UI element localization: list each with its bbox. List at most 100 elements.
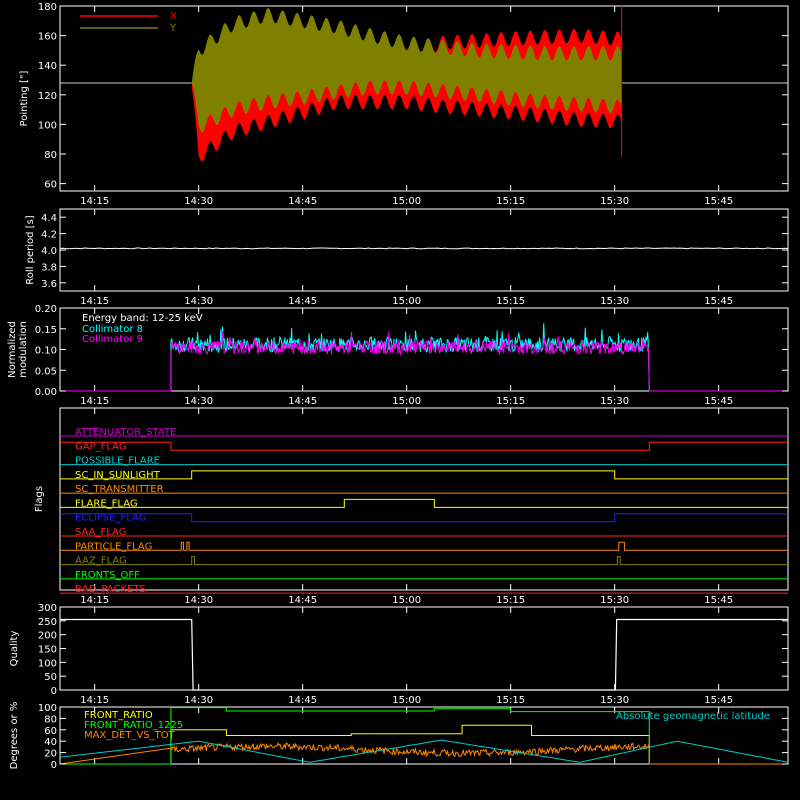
- x-tick-label: 15:30: [600, 296, 629, 307]
- x-tick-label: 15:45: [704, 595, 733, 606]
- x-tick-label: 15:00: [392, 396, 421, 407]
- x-tick-label: 15:45: [704, 296, 733, 307]
- flag-label: PARTICLE_FLAG: [75, 541, 152, 552]
- flag-label: ATTENUATOR_STATE: [75, 427, 176, 438]
- flag-label: ECLIPSE_FLAG: [75, 513, 146, 524]
- y-tick-label: 120: [38, 91, 57, 102]
- modulation-line-collimator-9: [60, 330, 788, 392]
- x-tick-label: 14:30: [184, 695, 213, 706]
- y-tick-label: 100: [38, 703, 57, 714]
- y-axis-label: Roll period [s]: [25, 215, 36, 284]
- x-tick-label: 14:30: [184, 595, 213, 606]
- y-axis-label: Quality: [9, 631, 20, 667]
- x-tick-label: 14:15: [80, 396, 109, 407]
- x-tick-label: 15:30: [600, 396, 629, 407]
- y-axis-label: Normalized: [7, 321, 18, 378]
- x-tick-label: 15:15: [496, 595, 525, 606]
- y-tick-label: 160: [38, 32, 57, 43]
- roll-period-line: [59, 247, 789, 250]
- y-tick-label: 0.05: [35, 366, 57, 377]
- flag-line-particle-flag: [60, 541, 788, 551]
- x-tick-label: 14:15: [80, 595, 109, 606]
- legend-label: Y: [169, 23, 177, 34]
- x-tick-label: 15:00: [392, 595, 421, 606]
- legend-label: FRONT_RATIO_1225: [84, 720, 183, 731]
- panel-6-frame: [59, 706, 789, 765]
- flag-label: AAZ_FLAG: [75, 556, 127, 567]
- x-tick-label: 15:30: [600, 695, 629, 706]
- x-tick-label: 15:45: [704, 196, 733, 207]
- panel-1-frame: [59, 5, 789, 192]
- x-tick-label: 14:15: [80, 695, 109, 706]
- flag-label: FLARE_FLAG: [75, 498, 138, 509]
- quality-line: [60, 618, 788, 691]
- flag-line-flare-flag: [60, 498, 788, 508]
- y-tick-label: 0: [51, 686, 57, 697]
- y-tick-label: 140: [38, 61, 57, 72]
- x-tick-label: 14:15: [80, 296, 109, 307]
- y-axis-label: Degrees or %: [9, 702, 20, 770]
- x-tick-label: 15:45: [704, 695, 733, 706]
- y-tick-label: 4.2: [41, 230, 57, 241]
- panel-2-frame: [59, 208, 789, 292]
- flag-line-eclipse-flag: [60, 513, 788, 523]
- energy-band-annotation: Energy band: 12-25 keV: [82, 313, 203, 324]
- y-tick-label: 0.00: [35, 387, 57, 398]
- x-tick-label: 14:45: [288, 695, 317, 706]
- x-tick-label: 14:30: [184, 196, 213, 207]
- series-absolute-geomagnetic-latitude: [59, 739, 789, 763]
- x-tick-label: 15:00: [392, 196, 421, 207]
- y-tick-label: 0.20: [35, 304, 57, 315]
- flag-label: GAP_FLAG: [75, 441, 127, 452]
- y-tick-label: 0.10: [35, 346, 57, 357]
- x-tick-label: 14:45: [288, 595, 317, 606]
- series-front-ratio: [60, 724, 788, 765]
- y-tick-label: 0.15: [35, 325, 57, 336]
- y-tick-label: 4.0: [41, 246, 57, 257]
- x-tick-label: 15:00: [392, 296, 421, 307]
- legend-label: Collimator 8: [82, 324, 143, 335]
- flag-label: POSSIBLE_FLARE: [75, 456, 160, 467]
- y-tick-label: 60: [44, 180, 57, 191]
- y-axis-label: Flags: [34, 486, 45, 512]
- x-tick-label: 15:15: [496, 396, 525, 407]
- y-tick-label: 3.8: [41, 262, 57, 273]
- x-tick-label: 15:00: [392, 695, 421, 706]
- x-tick-label: 14:30: [184, 296, 213, 307]
- x-tick-label: 15:30: [600, 196, 629, 207]
- y-tick-label: 3.6: [41, 279, 57, 290]
- series-max-det-vs-tot: [59, 741, 788, 765]
- y-tick-label: 100: [38, 120, 57, 131]
- x-tick-label: 14:45: [288, 296, 317, 307]
- flag-line-gap-flag: [60, 441, 788, 451]
- y-tick-label: 4.4: [41, 213, 57, 224]
- flag-label: SC_IN_SUNLIGHT: [75, 470, 161, 481]
- x-tick-label: 14:45: [288, 396, 317, 407]
- x-tick-label: 15:15: [496, 695, 525, 706]
- flag-label: BAD_PACKETS: [75, 584, 146, 595]
- y-tick-label: 0: [51, 760, 57, 771]
- panel-4-frame: [59, 407, 789, 591]
- y-tick-label: 80: [44, 714, 57, 725]
- y-tick-label: 60: [44, 726, 57, 737]
- y-tick-label: 300: [38, 603, 57, 614]
- y-tick-label: 200: [38, 631, 57, 642]
- flag-label: SAA_FLAG: [75, 527, 126, 538]
- y-tick-label: 20: [44, 749, 57, 760]
- flag-label: FRONTS_OFF: [75, 570, 140, 581]
- flag-line-aaz-flag: [60, 556, 788, 566]
- y-tick-label: 250: [38, 617, 57, 628]
- series-front-ratio-1225: [60, 707, 788, 765]
- y-tick-label: 40: [44, 737, 57, 748]
- y-axis-label: modulation: [18, 321, 29, 378]
- legend-label: MAX_DET_VS_TOT: [84, 730, 176, 741]
- y-axis-label: Pointing ["]: [19, 70, 30, 126]
- legend-label: Collimator 9: [82, 334, 143, 345]
- y-tick-label: 180: [38, 2, 57, 13]
- y-tick-label: 100: [38, 658, 57, 669]
- flag-line-sc-in-sunlight: [60, 470, 788, 480]
- legend-label: FRONT_RATIO: [84, 710, 153, 721]
- x-tick-label: 15:30: [600, 595, 629, 606]
- modulation-line-collimator-8: [60, 323, 788, 392]
